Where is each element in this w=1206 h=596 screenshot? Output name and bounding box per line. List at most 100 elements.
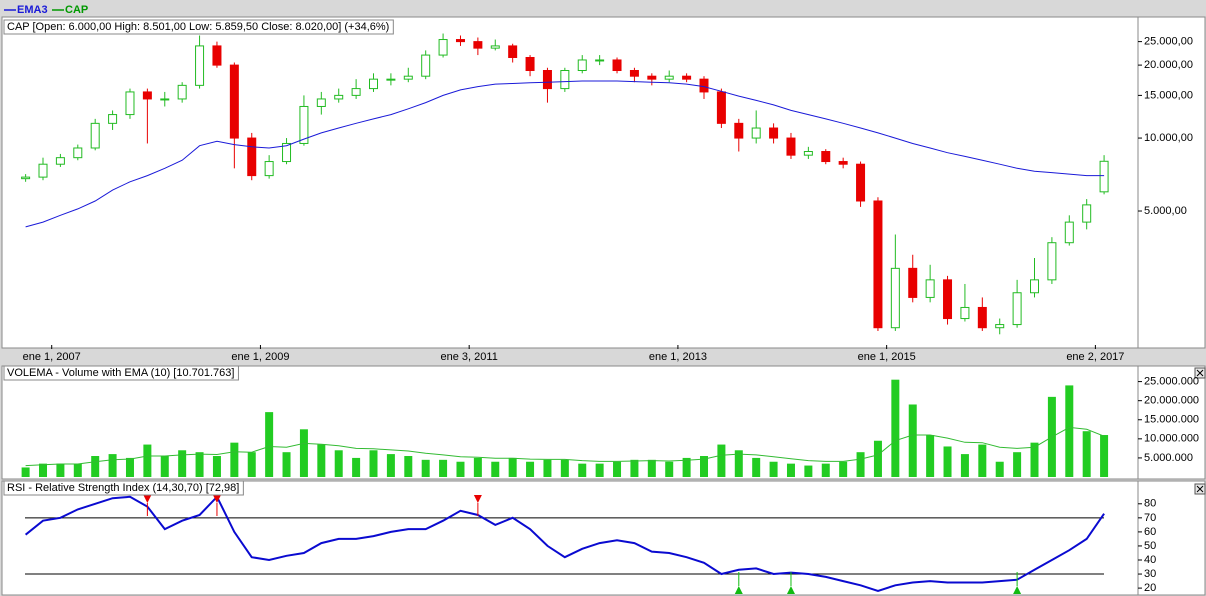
candle-body [890, 267, 900, 329]
close-button[interactable] [1194, 483, 1206, 495]
x-tick-label: ene 1, 2015 [858, 351, 916, 363]
legend-label: CAP [65, 4, 88, 16]
candle-body [195, 45, 205, 86]
volume-bar [404, 456, 413, 477]
candle-body [612, 59, 622, 72]
buy-signal [786, 586, 795, 594]
candle-body [247, 137, 257, 177]
candle-body [369, 78, 379, 90]
candle-body [1099, 160, 1109, 193]
price-panel [1, 16, 1206, 349]
sell-signal [143, 495, 152, 503]
y-tick-label: 20.000.000 [1144, 395, 1199, 407]
candle-body [943, 279, 953, 320]
volume-bar [1065, 385, 1074, 477]
candle-body [55, 157, 65, 165]
candle-body [229, 64, 239, 139]
rsi-panel [1, 480, 1206, 596]
y-tick-label: 20 [1144, 582, 1156, 594]
candle-body [421, 54, 431, 77]
candle-body [577, 59, 587, 72]
candle-body [629, 70, 639, 77]
volume-bar [265, 412, 274, 477]
candle-body [856, 163, 866, 202]
buy-signal [734, 586, 743, 594]
volume-bar [543, 459, 552, 477]
buy-signal [1013, 586, 1022, 594]
rsi-line [24, 495, 1105, 592]
volume-bar [856, 452, 865, 477]
x-tick-label: ene 1, 2007 [23, 351, 81, 363]
sell-signal [212, 495, 221, 503]
volume-bar [56, 463, 65, 477]
volume-bar [73, 463, 82, 477]
volume-bar [386, 454, 395, 477]
candle-body [647, 75, 657, 80]
candle-body [838, 161, 848, 165]
candle-body [821, 151, 831, 163]
chart: 5.000.000 10.000.000 15.000.000 20.000.000 2… [3, 365, 1199, 477]
candle-body [351, 88, 361, 96]
y-tick-label: 70 [1144, 512, 1156, 524]
candle-body [560, 70, 570, 90]
volume-bar [700, 456, 709, 477]
y-tick-label: 20.000,00 [1144, 59, 1193, 71]
volume-bar [769, 461, 778, 477]
candle-body [38, 163, 48, 178]
volume-bar [578, 463, 587, 477]
legend: EMA3 CAP [4, 4, 88, 16]
volume-bar [647, 459, 656, 477]
volume-bar [508, 457, 517, 477]
volume-bar [926, 435, 935, 477]
candle-body [438, 39, 448, 56]
volume-bar [317, 444, 326, 477]
volume-bar [178, 450, 187, 477]
volume-bar [108, 454, 117, 477]
panel-label: CAP [Open: 6.000,00 High: 8.501,00 Low: … [7, 21, 389, 33]
panel-label-box [3, 19, 394, 35]
volume-bar [39, 463, 48, 477]
y-tick-label: 5.000.000 [1144, 452, 1193, 464]
volume-bar [734, 450, 743, 477]
candle-body [995, 324, 1005, 329]
volume-bar [299, 429, 308, 477]
volume-bar [21, 467, 30, 477]
volume-bar [1030, 442, 1039, 477]
y-tick-label: 15.000.000 [1144, 414, 1199, 426]
candle-body [386, 78, 396, 81]
volume-bar [491, 461, 500, 477]
indicator-line [25, 80, 1105, 228]
candle-body [455, 39, 465, 43]
candle-body [282, 142, 292, 163]
volume-bar [125, 457, 134, 477]
panel-label-box [3, 480, 244, 496]
y-tick-label: 80 [1144, 498, 1156, 510]
volume-bar [821, 463, 830, 477]
candle-body [595, 59, 605, 62]
candle-body [177, 84, 187, 100]
y-tick-label: 10.000.000 [1144, 433, 1199, 445]
x-tick-label: ene 3, 2011 [441, 351, 498, 363]
x-tick-label: ene 1, 2013 [649, 351, 707, 363]
chart: 5.000,00 10.000,00 15.000,00 20.000,00 25.00… [3, 19, 1193, 363]
y-tick-label: 15.000,00 [1144, 89, 1193, 101]
volume-bar [369, 450, 378, 477]
volume-bar [560, 459, 569, 477]
y-tick-label: 25.000.000 [1144, 375, 1199, 387]
volume-bar [665, 461, 674, 477]
volume-bar [908, 404, 917, 477]
candle-body [803, 151, 813, 156]
volume-bar [804, 465, 813, 477]
candle-body [664, 75, 674, 80]
x-tick-label: ene 2, 2017 [1066, 351, 1124, 363]
volume-bar [717, 444, 726, 477]
candle-body [21, 176, 31, 180]
candle-body [160, 98, 170, 101]
close-button[interactable] [1194, 367, 1206, 379]
candle-body [699, 78, 709, 93]
candle-body [1047, 242, 1057, 281]
candle-body [682, 75, 692, 80]
volume-bar [752, 457, 761, 477]
